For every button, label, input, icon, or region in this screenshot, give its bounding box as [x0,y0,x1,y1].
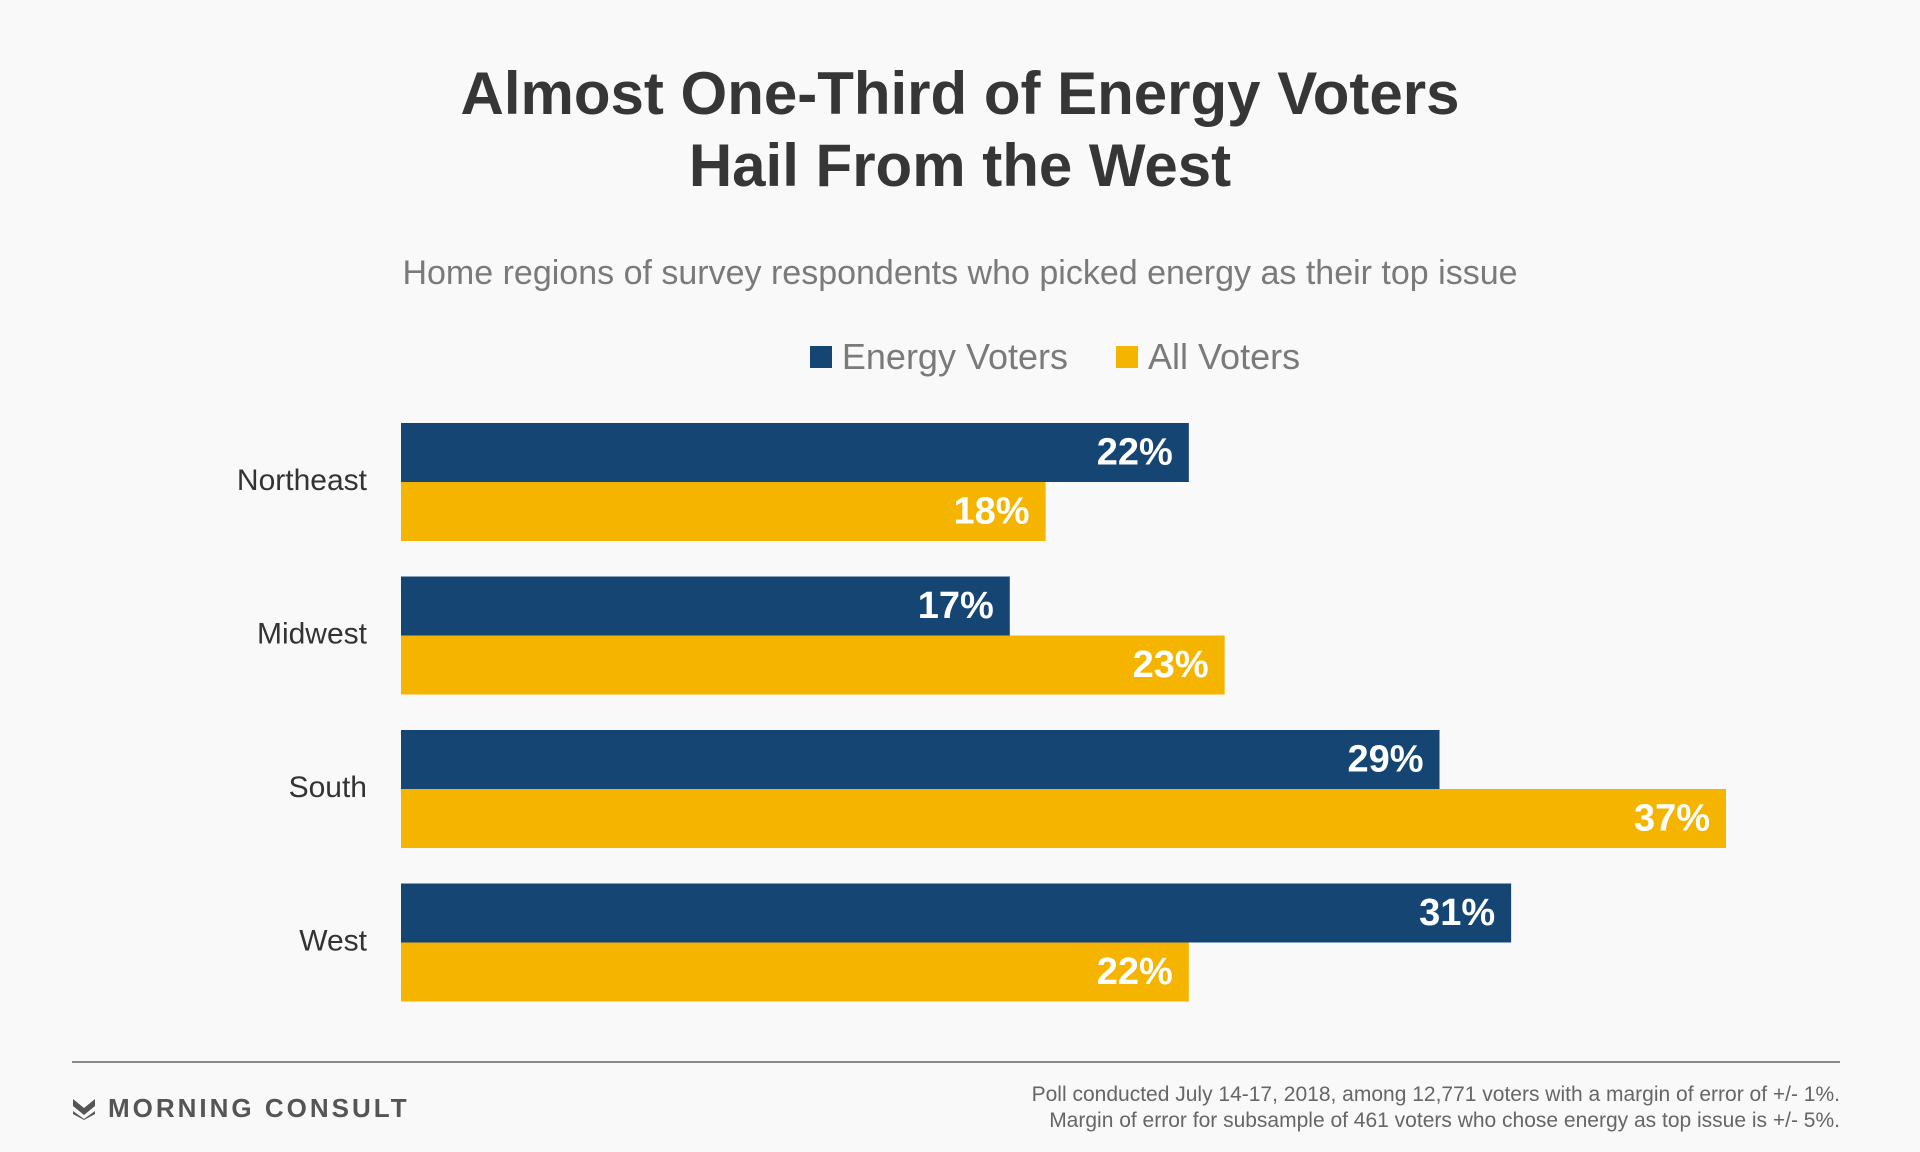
category-label-northeast: Northeast [237,464,368,497]
data-label-energy-voters-south: 29% [1347,739,1423,781]
bar-energy-voters-northeast [401,423,1189,482]
data-label-all-voters-midwest: 23% [1133,644,1209,686]
bar-all-voters-south [401,789,1726,848]
chart-title-line-1: Almost One-Third of Energy Voters [460,60,1460,127]
bar-energy-voters-south [401,730,1440,789]
category-label-midwest: Midwest [257,617,368,650]
brand-name: MORNING CONSULT [108,1093,410,1123]
chart-subtitle: Home regions of survey respondents who p… [402,254,1518,292]
legend-label-energy-voters: Energy Voters [841,336,1069,377]
chart-title-line-2: Hail From the West [688,132,1232,199]
category-label-west: West [299,924,367,957]
legend-label-all-voters: All Voters [1148,336,1301,377]
bar-all-voters-northeast [401,482,1046,541]
footnote-line-1: Poll conducted July 14-17, 2018, among 1… [1031,1083,1840,1106]
bar-all-voters-west [401,942,1189,1002]
legend-swatch-all-voters [1116,346,1139,368]
chart-legend: Energy Voters All Voters [0,336,1920,378]
data-label-all-voters-northeast: 18% [954,491,1030,533]
bar-all-voters-midwest [401,635,1225,695]
footer-divider [72,1061,1840,1063]
data-label-energy-voters-west: 31% [1419,892,1495,934]
morning-consult-logo-icon [73,1098,95,1120]
data-label-energy-voters-northeast: 22% [1097,432,1173,474]
bar-energy-voters-midwest [401,576,1010,636]
footnote: Poll conducted July 14-17, 2018, among 1… [1032,1082,1840,1134]
category-label-south: South [289,771,367,804]
footnote-line-2: Margin of error for subsample of 461 vot… [1049,1109,1840,1132]
legend-item-energy-voters: Energy Voters [809,336,1069,378]
brand: MORNING CONSULT [72,1093,410,1124]
data-label-energy-voters-midwest: 17% [918,585,994,627]
legend-swatch-energy-voters [809,346,832,368]
data-label-all-voters-south: 37% [1634,798,1710,840]
bar-energy-voters-west [401,883,1512,943]
data-label-all-voters-west: 22% [1097,951,1173,993]
chart-title: Almost One-Third of Energy Voters Hail F… [0,58,1920,202]
legend-item-all-voters: All Voters [1116,336,1300,378]
